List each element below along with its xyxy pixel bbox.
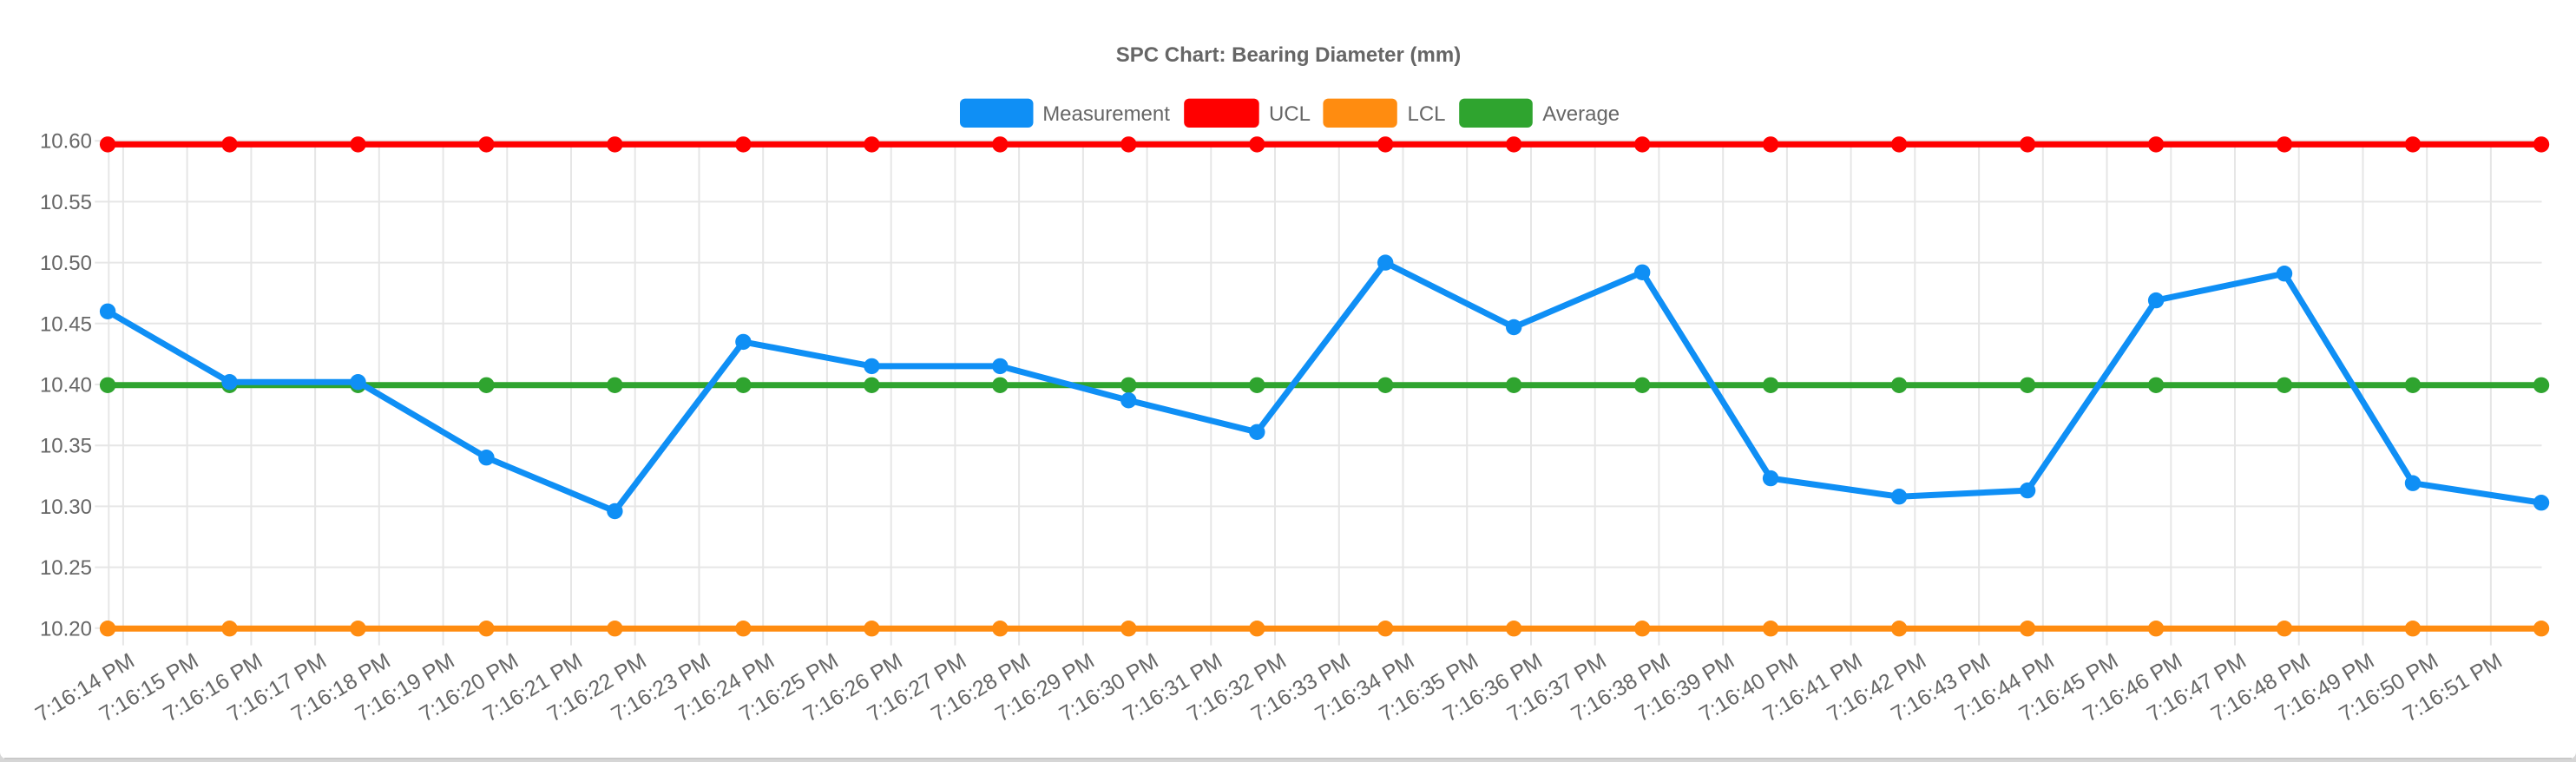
svg-text:10.50: 10.50 xyxy=(40,252,92,275)
svg-text:Measurement: Measurement xyxy=(1042,102,1170,126)
svg-text:10.40: 10.40 xyxy=(40,374,92,397)
svg-text:10.30: 10.30 xyxy=(40,496,92,519)
svg-text:10.25: 10.25 xyxy=(40,556,92,580)
svg-text:10.55: 10.55 xyxy=(40,191,92,214)
svg-text:LCL: LCL xyxy=(1408,102,1446,126)
svg-text:10.60: 10.60 xyxy=(40,130,92,154)
svg-text:10.45: 10.45 xyxy=(40,312,92,336)
svg-text:10.35: 10.35 xyxy=(40,435,92,458)
svg-text:UCL: UCL xyxy=(1269,102,1311,126)
svg-text:Average: Average xyxy=(1542,102,1620,126)
svg-text:SPC Chart: Bearing Diameter (m: SPC Chart: Bearing Diameter (mm) xyxy=(1116,43,1461,67)
svg-text:10.20: 10.20 xyxy=(40,617,92,640)
